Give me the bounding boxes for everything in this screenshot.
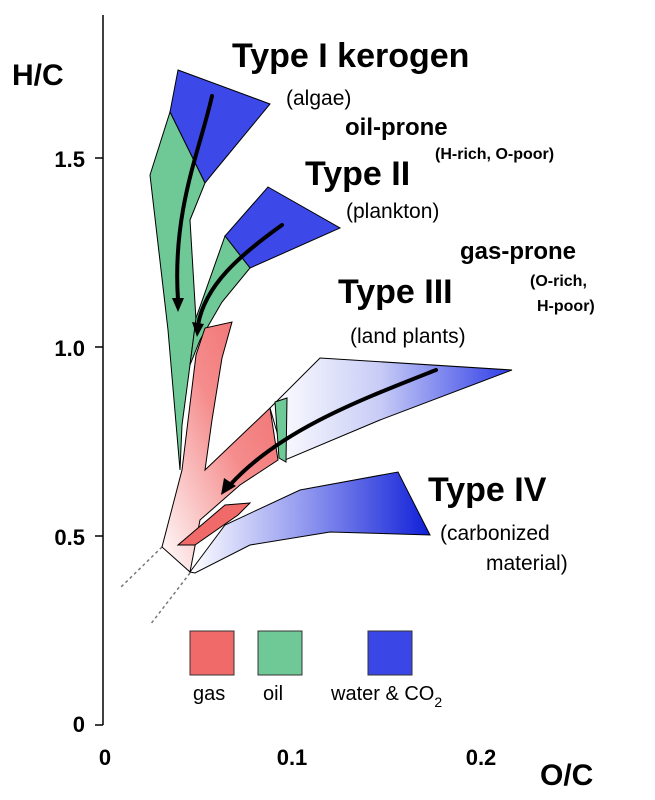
- dotted-extension-lower: [149, 572, 191, 626]
- maturation-arrows: [172, 94, 438, 495]
- legend-gas-swatch: [189, 630, 235, 676]
- legend-water-swatch: [367, 630, 413, 676]
- x-tick-0-2: 0.2: [466, 745, 497, 770]
- type3-water-zone: [269, 357, 513, 461]
- y-axis-title: H/C: [12, 59, 64, 92]
- x-tick-0-1: 0.1: [277, 745, 308, 770]
- type4-water-zone: [189, 471, 431, 574]
- type3-label: Type III: [338, 273, 453, 311]
- type3-oil-zone: [274, 397, 288, 463]
- legend-water-label: water & CO2: [330, 683, 442, 710]
- y-tick-1-0: 1.0: [54, 336, 85, 361]
- type1-label: Type I kerogen: [232, 37, 469, 75]
- gas-zone-main: [161, 321, 279, 573]
- legend-oil-label: oil: [263, 683, 283, 705]
- type4-source-label-1: (carbonized: [440, 522, 550, 545]
- gas-prone-label: gas-prone: [460, 238, 576, 265]
- gas-prone-detail-1: (O-rich,: [530, 273, 587, 290]
- type4-source-label-2: material): [486, 552, 568, 575]
- oil-prone-detail: (H-rich, O-poor): [435, 146, 554, 163]
- type3-source-label: (land plants): [350, 325, 466, 348]
- y-tick-0-5: 0.5: [54, 525, 85, 550]
- oil-prone-label: oil-prone: [345, 114, 448, 141]
- dotted-extension-upper: [119, 546, 163, 589]
- gas-prone-detail-2: H-poor): [537, 298, 595, 315]
- type2-label: Type II: [305, 155, 410, 193]
- type2-oil-zone: [189, 234, 251, 366]
- type4-gas-zone: [176, 502, 252, 546]
- y-axis-ticks: [95, 157, 103, 726]
- y-tick-0: 0: [73, 712, 85, 737]
- legend: gas oil water & CO2: [189, 630, 442, 710]
- type4-label: Type IV: [428, 471, 547, 509]
- x-tick-0: 0: [99, 745, 111, 770]
- legend-oil-swatch: [257, 630, 303, 676]
- type1-source-label: (algae): [286, 87, 351, 110]
- type2-source-label: (plankton): [346, 200, 439, 223]
- y-tick-1-5: 1.5: [54, 147, 85, 172]
- legend-gas-label: gas: [193, 683, 225, 705]
- x-axis-title: O/C: [540, 759, 593, 792]
